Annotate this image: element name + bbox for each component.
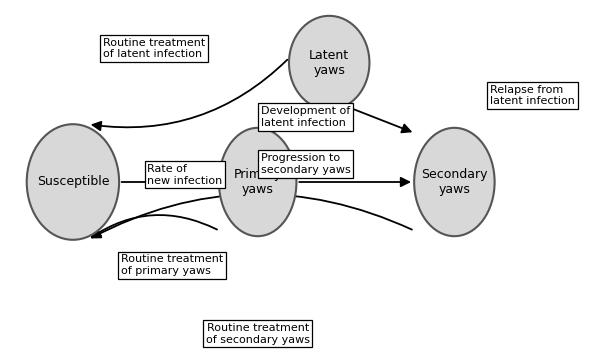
Ellipse shape (414, 128, 494, 236)
Ellipse shape (27, 124, 119, 240)
Text: Relapse from
latent infection: Relapse from latent infection (490, 84, 575, 106)
Text: Rate of
new infection: Rate of new infection (148, 164, 223, 186)
Ellipse shape (289, 16, 370, 110)
Ellipse shape (219, 128, 296, 236)
Text: Secondary
yaws: Secondary yaws (421, 168, 488, 196)
Text: Susceptible: Susceptible (37, 175, 109, 189)
Text: Progression to
secondary yaws: Progression to secondary yaws (260, 153, 350, 175)
Text: Routine treatment
of latent infection: Routine treatment of latent infection (103, 37, 205, 59)
Text: Routine treatment
of primary yaws: Routine treatment of primary yaws (121, 254, 223, 276)
Text: Latent
yaws: Latent yaws (309, 49, 349, 77)
Text: Development of
latent infection: Development of latent infection (260, 106, 350, 128)
Text: Routine treatment
of secondary yaws: Routine treatment of secondary yaws (206, 323, 310, 344)
Text: Primary
yaws: Primary yaws (233, 168, 282, 196)
